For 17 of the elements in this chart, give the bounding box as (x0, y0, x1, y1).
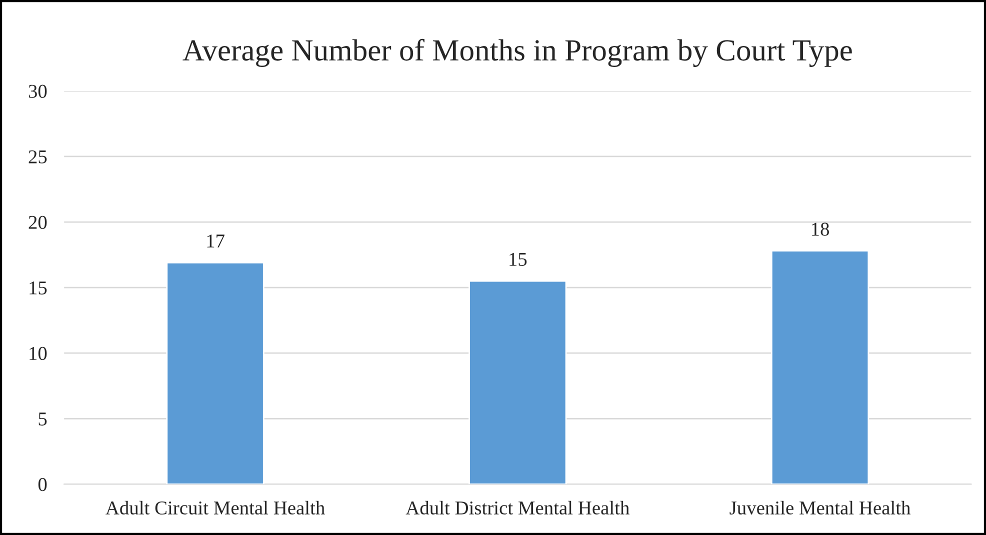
data-label: 17 (207, 234, 224, 248)
bar (166, 262, 264, 484)
x-tick-label: Adult Circuit Mental Health (106, 500, 325, 515)
y-tick-label: 20 (28, 216, 47, 229)
y-tick-label: 25 (28, 150, 47, 164)
x-tick-label: Juvenile Mental Health (730, 500, 910, 515)
data-label: 15 (510, 252, 527, 266)
y-tick-label: 15 (30, 281, 47, 294)
y-tick-label: 10 (30, 346, 47, 360)
bar (468, 280, 567, 484)
y-tick-label: 30 (28, 84, 47, 98)
data-label: 18 (812, 222, 830, 236)
bar (770, 250, 870, 484)
y-tick-label: 5 (38, 412, 47, 426)
x-tick-label: Adult District Mental Health (406, 500, 630, 515)
chart-title: Average Number of Months in Program by Court Type (182, 38, 852, 67)
y-tick-label: 0 (38, 478, 47, 492)
